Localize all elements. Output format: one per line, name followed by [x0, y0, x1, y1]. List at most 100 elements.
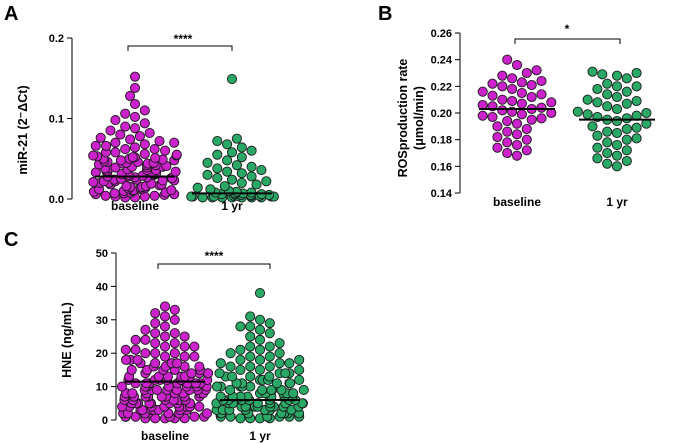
- panel-c-point: [215, 369, 224, 378]
- panel-b-cat-1yr: 1 yr: [606, 195, 628, 209]
- panel-b-point: [603, 159, 612, 168]
- panel-a-sig-stars: ****: [174, 32, 193, 46]
- panel-c-point: [180, 332, 189, 341]
- panel-c-point: [275, 349, 284, 358]
- panel-a-point: [223, 167, 232, 176]
- panel-c-point: [152, 385, 161, 394]
- panel-a-point: [111, 148, 120, 157]
- panel-c-point: [236, 365, 245, 374]
- panel-a-tick-label: 0.2: [49, 33, 64, 45]
- panel-b-point: [507, 74, 516, 83]
- panel-a-point: [145, 128, 154, 137]
- panel-c-point: [131, 335, 140, 344]
- panel-c-point: [246, 332, 255, 341]
- panel-c-point: [212, 382, 221, 391]
- panel-a-point: [135, 132, 144, 141]
- panel-b-point: [622, 156, 631, 165]
- panel-a-point: [227, 74, 236, 83]
- panel-b-point: [517, 78, 526, 87]
- panel-a-point: [232, 134, 241, 143]
- panel-b-point: [503, 127, 512, 136]
- panel-c-significance: ****: [158, 249, 270, 269]
- panel-a-point: [227, 148, 236, 157]
- panel-c-point: [246, 372, 255, 381]
- panel-a-significance: ****: [128, 32, 232, 51]
- panel-b-point: [547, 98, 556, 107]
- panel-c-tick-label: 30: [96, 315, 108, 327]
- panel-c-point: [246, 362, 255, 371]
- panel-c-point: [170, 349, 179, 358]
- panel-b-point: [612, 140, 621, 149]
- panel-a-point: [91, 141, 100, 150]
- panel-b-point: [603, 102, 612, 111]
- panel-b-tick-label: 0.16: [431, 161, 452, 173]
- panel-b-point: [522, 124, 531, 133]
- panel-a-point: [247, 172, 256, 181]
- panel-a-point: [116, 156, 125, 165]
- panel-c: C HNE (ng/mL) 01020304050 baseline 1 yr …: [4, 229, 308, 443]
- panel-c-point: [295, 375, 304, 384]
- panel-b-tick-label: 0.26: [431, 28, 452, 40]
- panel-c-point: [236, 345, 245, 354]
- panel-c-point: [151, 309, 160, 318]
- panel-b-point: [612, 116, 621, 125]
- panel-c-point: [285, 359, 294, 368]
- panel-c-cat-1yr: 1 yr: [249, 429, 271, 443]
- panel-a-point: [171, 167, 180, 176]
- panel-b-point: [517, 99, 526, 108]
- panel-a-categories: baseline 1 yr: [111, 199, 243, 213]
- panel-b-point: [632, 82, 641, 91]
- panel-c-ylabel: HNE (ng/mL): [60, 302, 74, 378]
- panel-c-tick-label: 20: [96, 348, 108, 360]
- panel-a-ticks: 0.0 0.1 0.2: [49, 33, 72, 206]
- panel-c-point: [141, 335, 150, 344]
- panel-b-letter: B: [378, 3, 392, 25]
- panel-a-point: [140, 140, 149, 149]
- panel-c-point: [170, 339, 179, 348]
- panel-b-point: [503, 55, 512, 64]
- panel-c-point: [255, 345, 264, 354]
- panel-b-cat-baseline: baseline: [493, 195, 541, 209]
- panel-b-tick-label: 0.24: [431, 55, 453, 67]
- panel-b-point: [603, 127, 612, 136]
- panel-c-point: [151, 359, 160, 368]
- panel-b-point: [612, 151, 621, 160]
- panel-a-point: [130, 124, 139, 133]
- panel-a-point: [252, 180, 261, 189]
- panel-b-point: [622, 99, 631, 108]
- panel-a-cat-baseline: baseline: [111, 199, 159, 213]
- panel-b-ylabel-unit: (μmol/min): [412, 86, 426, 150]
- panel-c-point: [265, 372, 274, 381]
- panel-a-tick-label: 0.1: [49, 114, 64, 126]
- panel-c-point: [195, 362, 204, 371]
- panel-b-point: [632, 134, 641, 143]
- panel-b-significance: *: [515, 22, 620, 44]
- panel-c-point: [151, 339, 160, 348]
- panel-c-point: [246, 342, 255, 351]
- panel-b-tick-label: 0.20: [431, 108, 452, 120]
- panel-c-point: [160, 332, 169, 341]
- panel-a-tick-label: 0.0: [49, 194, 64, 206]
- panel-a-point: [126, 91, 135, 100]
- panel-c-point: [160, 312, 169, 321]
- panel-c-point: [151, 349, 160, 358]
- panel-a-point: [110, 189, 119, 198]
- panel-c-point: [142, 379, 151, 388]
- panel-b-point: [603, 138, 612, 147]
- panel-c-point: [227, 372, 236, 381]
- panel-c-point: [286, 379, 295, 388]
- panel-a-point: [237, 143, 246, 152]
- panel-b-point: [512, 130, 521, 139]
- panel-a-point: [111, 138, 120, 147]
- panel-b-point: [517, 88, 526, 97]
- panel-c-point: [281, 369, 290, 378]
- panel-c-point: [202, 409, 211, 418]
- panel-b-point: [593, 143, 602, 152]
- panel-b-point: [622, 135, 631, 144]
- panel-b-point: [622, 146, 631, 155]
- panel-b-point: [598, 70, 607, 79]
- panel-c-point: [133, 355, 142, 364]
- panel-b-point: [622, 87, 631, 96]
- panel-b-point: [603, 90, 612, 99]
- panel-c-point: [121, 355, 130, 364]
